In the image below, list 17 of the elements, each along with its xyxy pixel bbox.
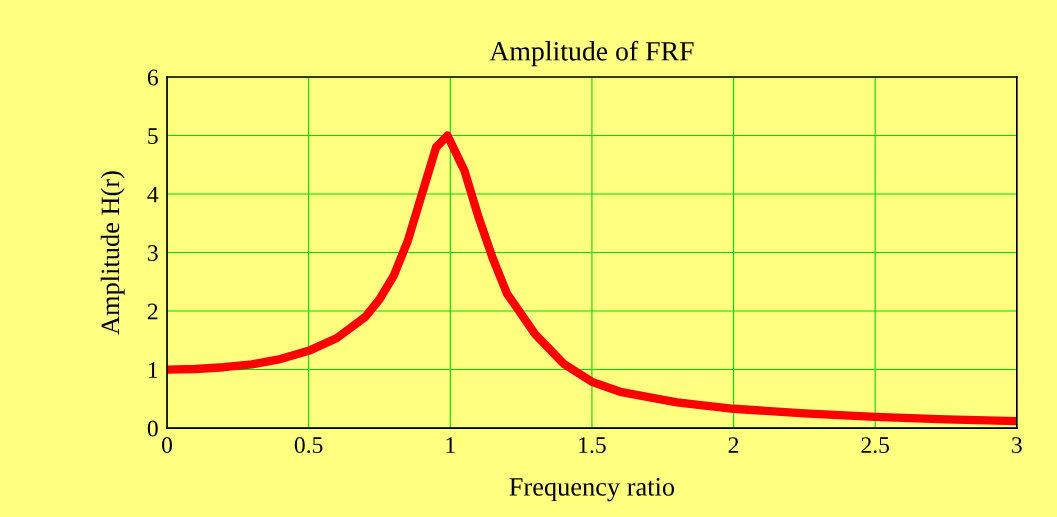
x-tick-label: 2.5 bbox=[861, 437, 890, 454]
y-tick-label: 4 bbox=[147, 186, 159, 203]
y-tick-label: 0 bbox=[147, 420, 158, 437]
y-tick-label: 3 bbox=[148, 245, 158, 261]
x-tick-label: 0 bbox=[162, 437, 173, 454]
x-tick-label: 0.5 bbox=[294, 437, 323, 454]
x-tick-label: 1 bbox=[446, 437, 455, 453]
y-tick-label: 1 bbox=[148, 362, 158, 378]
chart-title: Amplitude of FRF bbox=[489, 40, 694, 67]
y-tick-label: 6 bbox=[147, 69, 158, 86]
y-tick-label: 5 bbox=[148, 128, 158, 144]
y-axis-title: Amplitude H(r) bbox=[100, 171, 125, 335]
x-tick-label: 2 bbox=[728, 437, 739, 453]
x-tick-label: 3 bbox=[1012, 437, 1022, 454]
x-axis-title: Frequency ratio bbox=[509, 478, 675, 502]
x-tick-label: 1.5 bbox=[579, 437, 606, 454]
y-tick-label: 2 bbox=[147, 303, 158, 320]
